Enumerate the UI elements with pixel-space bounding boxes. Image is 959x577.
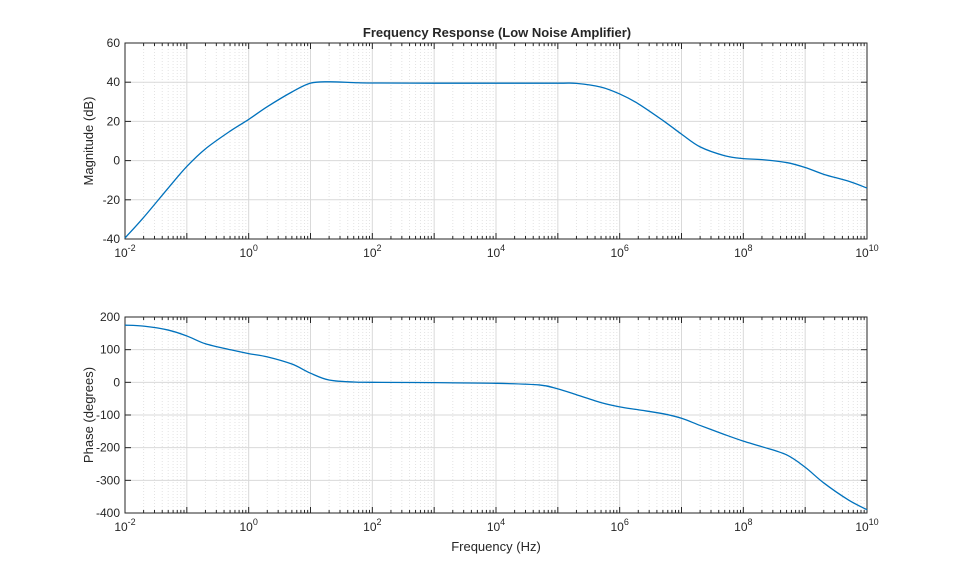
y-tick-label: 0 xyxy=(113,154,120,168)
y-tick-label: -40 xyxy=(103,232,121,246)
plot-phase: 10-2 100 102 104 106 108 1010 200 100 0 -100 -200 -3… xyxy=(81,310,879,554)
y-tick-label: -400 xyxy=(96,506,120,520)
y-axis-label: Phase (degrees) xyxy=(81,367,96,463)
y-tick-label: 200 xyxy=(100,310,120,324)
x-tick-label: 1010 xyxy=(855,517,878,534)
x-tick-label: 106 xyxy=(610,243,628,260)
y-tick-label: 20 xyxy=(107,114,121,128)
x-tick-label: 102 xyxy=(363,243,381,260)
x-tick-label: 1010 xyxy=(855,243,878,260)
x-tick-label: 104 xyxy=(487,517,505,534)
x-axis-label: Frequency (Hz) xyxy=(451,539,541,554)
y-tick-label: -200 xyxy=(96,441,120,455)
y-tick-label: 60 xyxy=(107,36,121,50)
y-tick-label: -20 xyxy=(103,193,121,207)
series-line xyxy=(124,81,868,239)
y-tick-label: -300 xyxy=(96,473,120,487)
chart-title: Frequency Response (Low Noise Amplifier) xyxy=(363,25,631,40)
x-tick-label: 108 xyxy=(734,517,752,534)
x-tick-label: 108 xyxy=(734,243,752,260)
series-line xyxy=(124,324,868,511)
x-tick-label: 104 xyxy=(487,243,505,260)
y-tick-label: 40 xyxy=(107,75,121,89)
y-axis-label: Magnitude (dB) xyxy=(81,97,96,186)
x-tick-label: 10-2 xyxy=(114,243,135,260)
y-tick-label: -100 xyxy=(96,408,120,422)
y-tick-label: 0 xyxy=(113,375,120,389)
x-tick-label: 102 xyxy=(363,517,381,534)
plot-magnitude: 10-2 100 102 104 106 108 1010 60 40 20 0 -20 -40 Magn… xyxy=(81,36,879,260)
y-tick-label: 100 xyxy=(100,343,120,357)
x-tick-label: 100 xyxy=(239,517,257,534)
x-tick-label: 10-2 xyxy=(114,517,135,534)
x-tick-label: 100 xyxy=(239,243,257,260)
x-tick-label: 106 xyxy=(610,517,628,534)
